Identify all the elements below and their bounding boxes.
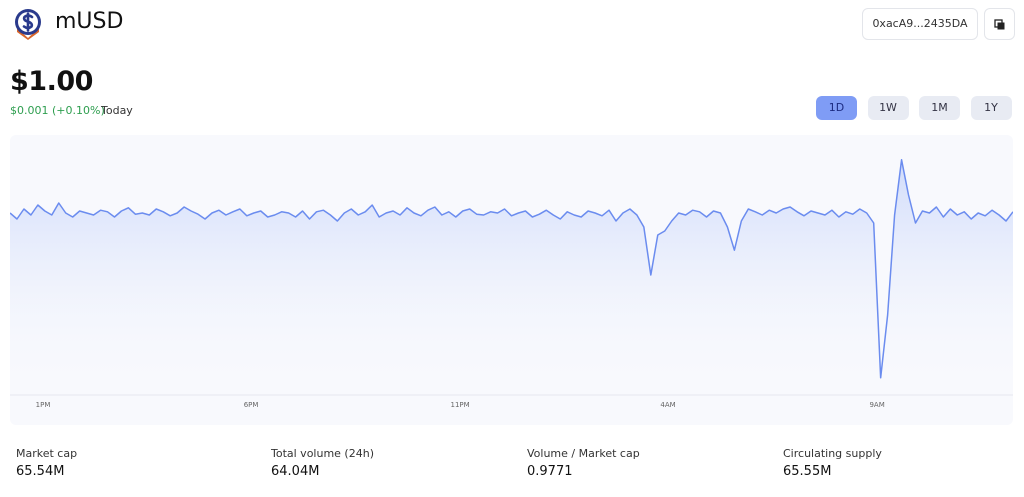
price-change: $0.001 (+0.10%) [10,104,105,117]
range-button[interactable]: 1W [867,96,909,120]
range-button[interactable]: 1D [816,96,857,120]
stat-value: 64.04M [271,464,320,479]
range-button[interactable]: 1M [919,96,960,120]
stat-value: 0.9771 [527,464,573,479]
x-tick-label: 9AM [869,401,884,409]
stat-value: 65.55M [783,464,832,479]
copy-icon [994,19,1005,30]
x-tick-label: 6PM [244,401,259,409]
copy-button[interactable] [984,8,1015,40]
range-button[interactable]: 1Y [970,96,1012,120]
price-line [9,159,1014,379]
chart-panel: 1PM 6PM 11PM 4AM 9AM [9,135,1014,425]
x-tick-label: 1PM [36,401,51,409]
area-fill [10,159,1013,395]
token-title: mUSD [55,9,124,34]
stat-label: Circulating supply [783,447,882,460]
period-label: Today [101,104,133,117]
stat-label: Market cap [16,447,78,460]
chart: 1PM 6PM 11PM 4AM 9AM [9,159,1014,409]
price: $1.00 [10,66,93,97]
x-tick-label: 11PM [451,401,470,409]
address-button[interactable]: 0xacA9...2435DA [862,8,978,40]
x-tick-label: 4AM [660,401,675,409]
stat-value: 65.54M [16,464,65,479]
logo [15,9,41,40]
stat-label: Volume / Market cap [527,447,640,460]
stat-label: Total volume (24h) [271,447,374,460]
